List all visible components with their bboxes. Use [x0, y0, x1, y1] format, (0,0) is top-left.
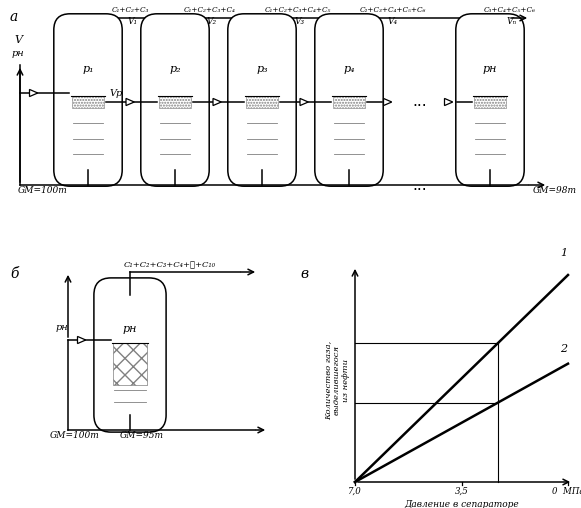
- Text: GМ=100m: GМ=100m: [18, 186, 68, 195]
- FancyBboxPatch shape: [228, 14, 296, 186]
- Text: 3,5: 3,5: [454, 487, 468, 496]
- Text: б: б: [10, 267, 19, 281]
- FancyBboxPatch shape: [315, 14, 383, 186]
- Text: V₃: V₃: [295, 16, 305, 25]
- Text: C₂+C₃+C₄+C₅+C₆: C₂+C₃+C₄+C₅+C₆: [360, 6, 426, 14]
- Text: V₂: V₂: [207, 16, 217, 25]
- Text: Количество газа,
выделившегося
из нефти: Количество газа, выделившегося из нефти: [324, 340, 350, 420]
- Text: C₃+C₄+C₅+C₆: C₃+C₄+C₅+C₆: [484, 6, 536, 14]
- Polygon shape: [383, 99, 392, 106]
- Bar: [159, 96, 191, 108]
- Text: pн: pн: [483, 64, 497, 74]
- Bar: [474, 96, 506, 108]
- Text: GМ=95m: GМ=95m: [120, 431, 164, 440]
- Polygon shape: [77, 336, 86, 343]
- Text: 1: 1: [560, 248, 567, 258]
- Text: pн: pн: [56, 323, 69, 332]
- Bar: [246, 96, 278, 108]
- Polygon shape: [300, 99, 309, 106]
- Text: 0  МПа: 0 МПа: [552, 487, 581, 496]
- Text: GМ=100m: GМ=100m: [50, 431, 100, 440]
- Bar: [333, 96, 365, 108]
- Text: pн: pн: [12, 49, 24, 58]
- Text: ...: ...: [412, 94, 427, 110]
- Polygon shape: [213, 99, 221, 106]
- Text: V₄: V₄: [388, 16, 398, 25]
- Text: ...: ...: [412, 177, 427, 193]
- Text: C₁+C₂+C₃+C₄+C₅: C₁+C₂+C₃+C₄+C₅: [265, 6, 331, 14]
- FancyBboxPatch shape: [456, 14, 524, 186]
- Text: V: V: [14, 35, 22, 45]
- Text: p₃: p₃: [256, 64, 268, 74]
- Text: GМ=98m: GМ=98m: [533, 186, 577, 195]
- Text: Давление в сепараторе: Давление в сепараторе: [404, 500, 519, 508]
- Text: V₁: V₁: [128, 16, 138, 25]
- FancyBboxPatch shape: [94, 278, 166, 432]
- Text: C₁+C₂+C₃: C₁+C₂+C₃: [112, 6, 149, 14]
- Text: p₄: p₄: [343, 64, 355, 74]
- Polygon shape: [444, 99, 453, 106]
- Polygon shape: [30, 89, 38, 97]
- Text: 7,0: 7,0: [348, 487, 362, 496]
- Text: 2: 2: [560, 344, 567, 354]
- Text: C₁+C₂+C₃+C₄+⋯+C₁₀: C₁+C₂+C₃+C₄+⋯+C₁₀: [124, 261, 216, 269]
- Bar: [113, 343, 147, 385]
- Text: а: а: [10, 10, 18, 24]
- Text: p₂: p₂: [169, 64, 181, 74]
- FancyBboxPatch shape: [141, 14, 209, 186]
- Text: в: в: [300, 267, 308, 281]
- Text: pн: pн: [123, 324, 137, 334]
- Bar: [72, 96, 104, 108]
- Text: p₁: p₁: [82, 64, 94, 74]
- Text: Vₙ: Vₙ: [507, 16, 517, 25]
- FancyBboxPatch shape: [54, 14, 122, 186]
- Text: Vр: Vр: [110, 89, 123, 98]
- Text: C₁+C₂+C₃+C₄: C₁+C₂+C₃+C₄: [184, 6, 236, 14]
- Polygon shape: [126, 99, 134, 106]
